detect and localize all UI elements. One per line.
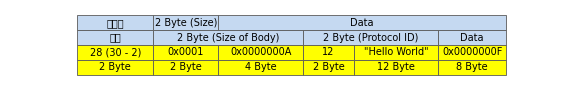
Bar [154,15,218,30]
Bar [303,30,438,45]
Bar [303,45,354,60]
Text: "Hello World": "Hello World" [364,47,428,57]
Text: 2 Byte (Size of Body): 2 Byte (Size of Body) [177,33,279,43]
Text: 12: 12 [322,47,335,57]
Text: 2 Byte: 2 Byte [100,62,131,72]
Text: 2 Byte (Protocol ID): 2 Byte (Protocol ID) [323,33,418,43]
Bar [154,60,218,75]
Bar [438,60,506,75]
Bar [438,30,506,45]
Bar [354,45,438,60]
Text: 4 Byte: 4 Byte [245,62,277,72]
Bar [303,60,354,75]
Bar [218,15,506,30]
Bar [77,60,154,75]
Text: 0x0000000A: 0x0000000A [230,47,291,57]
Bar [438,45,506,60]
Text: 28 (30 - 2): 28 (30 - 2) [90,47,141,57]
Text: 팩킷: 팩킷 [109,33,121,43]
Bar [77,45,154,60]
Text: 2 Byte (Size): 2 Byte (Size) [155,18,217,28]
Bar [77,30,154,45]
Text: 0x0001: 0x0001 [168,47,204,57]
Text: 8 Byte: 8 Byte [456,62,488,72]
Text: 문자열: 문자열 [106,18,124,28]
Bar [218,60,303,75]
Text: 0x0000000F: 0x0000000F [442,47,502,57]
Text: Data: Data [351,18,374,28]
Text: 12 Byte: 12 Byte [377,62,415,72]
Bar [77,15,154,30]
Text: 2 Byte: 2 Byte [170,62,202,72]
Text: 2 Byte: 2 Byte [312,62,344,72]
Bar [154,30,303,45]
Bar [354,60,438,75]
Bar [218,45,303,60]
Bar [154,45,218,60]
Text: Data: Data [460,33,484,43]
